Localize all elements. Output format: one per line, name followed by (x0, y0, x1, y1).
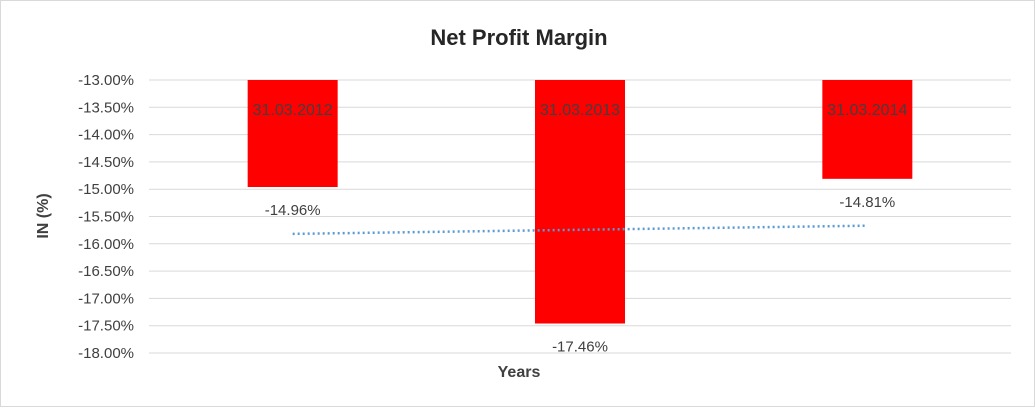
y-axis-title: IN (%) (35, 193, 52, 238)
y-tick-label: -15.00% (78, 181, 134, 198)
y-tick-label: -15.50% (78, 209, 134, 226)
y-tick-label: -18.00% (78, 345, 134, 362)
trendline (292, 224, 868, 236)
y-tick-label: -17.00% (78, 290, 134, 307)
category-label: 31.03.2012 (253, 102, 333, 119)
chart-title: Net Profit Margin (430, 25, 607, 50)
bar (535, 80, 625, 324)
data-label: -14.81% (839, 194, 895, 211)
category-label: 31.03.2013 (540, 102, 620, 119)
y-tick-label: -16.50% (78, 263, 134, 280)
bar (822, 80, 913, 179)
y-tick-label: -14.00% (78, 127, 134, 144)
x-axis-title: Years (498, 364, 541, 381)
y-tick-label: -14.50% (78, 154, 134, 171)
data-label: -14.96% (265, 202, 321, 219)
bar (247, 80, 338, 188)
y-tick-label: -13.00% (78, 72, 134, 89)
y-tick-label: -16.00% (78, 236, 134, 253)
y-tick-label: -17.50% (78, 318, 134, 335)
category-label: 31.03.2014 (827, 102, 907, 119)
y-tick-label: -13.50% (78, 99, 134, 116)
data-label: -17.46% (552, 339, 608, 356)
